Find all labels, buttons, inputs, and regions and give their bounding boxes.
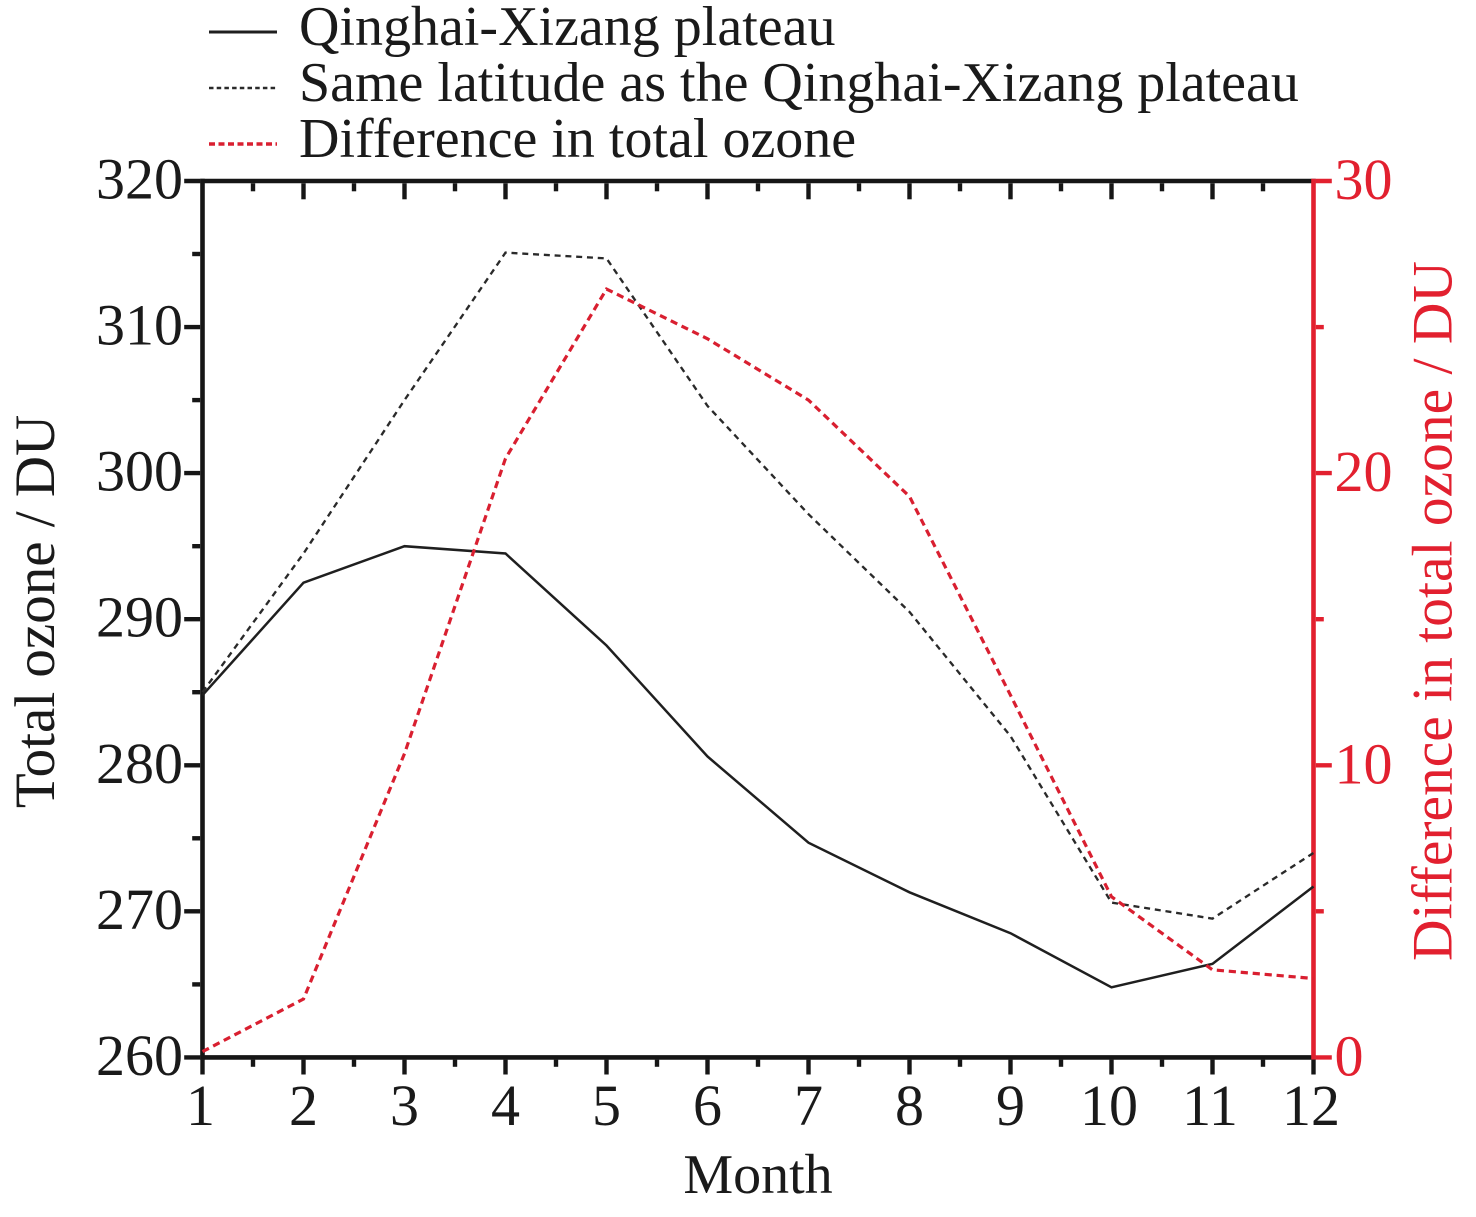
svg-text:Month: Month xyxy=(683,1144,832,1206)
svg-text:4: 4 xyxy=(491,1073,520,1138)
svg-text:10: 10 xyxy=(1335,731,1393,796)
svg-text:10: 10 xyxy=(1080,1073,1138,1138)
svg-text:5: 5 xyxy=(592,1073,621,1138)
svg-text:20: 20 xyxy=(1335,439,1393,504)
svg-text:280: 280 xyxy=(96,731,183,796)
svg-text:7: 7 xyxy=(794,1073,823,1138)
svg-text:Qinghai-Xizang plateau: Qinghai-Xizang plateau xyxy=(299,0,835,58)
svg-text:12: 12 xyxy=(1282,1073,1340,1138)
svg-text:Difference in total ozone / DU: Difference in total ozone / DU xyxy=(1402,261,1465,961)
svg-text:Total ozone / DU: Total ozone / DU xyxy=(4,415,67,808)
svg-text:290: 290 xyxy=(96,585,183,650)
svg-text:300: 300 xyxy=(96,439,183,504)
svg-text:1: 1 xyxy=(186,1073,215,1138)
svg-text:270: 270 xyxy=(96,877,183,942)
svg-text:Difference in total ozone: Difference in total ozone xyxy=(299,108,856,170)
svg-text:30: 30 xyxy=(1335,147,1393,212)
svg-text:6: 6 xyxy=(693,1073,722,1138)
svg-text:260: 260 xyxy=(96,1023,183,1088)
svg-text:320: 320 xyxy=(96,147,183,212)
svg-text:310: 310 xyxy=(96,293,183,358)
svg-text:0: 0 xyxy=(1335,1023,1364,1088)
svg-text:11: 11 xyxy=(1182,1073,1238,1138)
svg-text:9: 9 xyxy=(996,1073,1025,1138)
svg-text:3: 3 xyxy=(390,1073,419,1138)
svg-text:Same latitude as the Qinghai-X: Same latitude as the Qinghai-Xizang plat… xyxy=(299,52,1299,114)
svg-text:8: 8 xyxy=(895,1073,924,1138)
svg-text:2: 2 xyxy=(289,1073,318,1138)
